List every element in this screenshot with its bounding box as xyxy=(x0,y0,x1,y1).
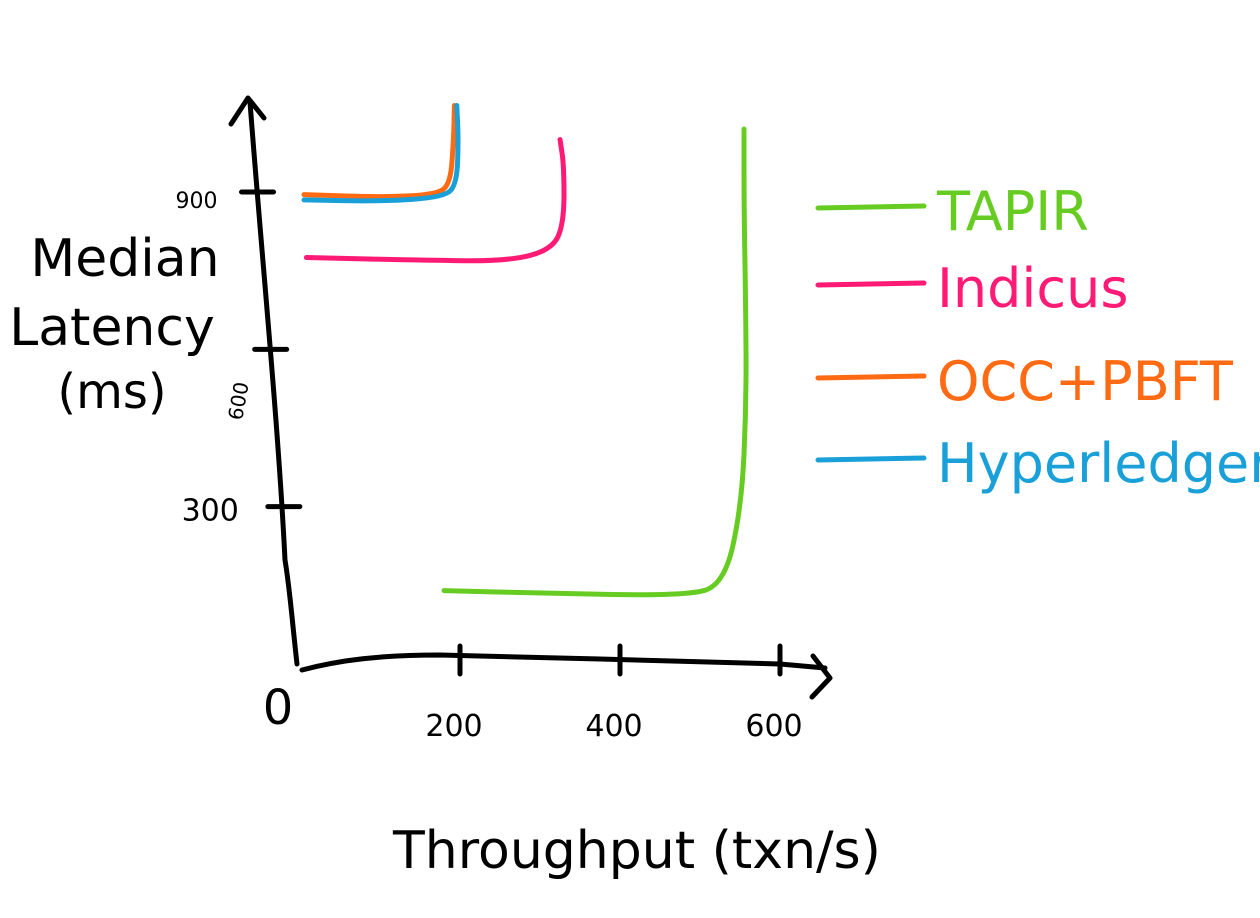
series-line-occ-pbft xyxy=(301,102,457,200)
legend-label-indicus: Indicus xyxy=(937,257,1128,320)
x-axis-arrowhead xyxy=(809,653,833,700)
x-tick-label-1: 400 xyxy=(585,709,642,744)
y-axis-title-line-3: (ms) xyxy=(57,364,166,420)
x-axis-line xyxy=(299,652,828,673)
legend-label-hyperledger: Hyperledger xyxy=(937,432,1260,495)
y-axis-title-line-1: Median xyxy=(30,229,219,289)
y-axis-line xyxy=(247,99,300,667)
y-tick-label-2: 900 xyxy=(176,189,218,214)
legend-swatch-indicus xyxy=(815,280,927,288)
legend-item-tapir: TAPIR xyxy=(815,180,1089,243)
y-ticks: 300 600 900 xyxy=(176,189,303,529)
legend-swatch-occ-pbft xyxy=(815,373,927,381)
legend: TAPIR Indicus OCC+PBFT Hyperledger xyxy=(815,180,1260,495)
legend-swatch-hyperledger xyxy=(815,455,927,463)
series-group xyxy=(301,102,749,598)
legend-label-tapir: TAPIR xyxy=(936,180,1089,243)
legend-swatch-tapir xyxy=(815,203,927,211)
legend-label-occ-pbft: OCC+PBFT xyxy=(937,350,1234,413)
legend-item-hyperledger: Hyperledger xyxy=(815,432,1260,495)
y-axis-arrowhead xyxy=(228,95,267,127)
series-line-indicus xyxy=(303,137,567,264)
legend-item-indicus: Indicus xyxy=(815,257,1128,320)
series-line-tapir xyxy=(441,126,749,598)
series-line-hyperledger xyxy=(301,102,461,204)
y-tick-label-1: 600 xyxy=(223,380,253,422)
origin-label: 0 xyxy=(263,680,294,736)
x-axis-title: Throughput (txn/s) xyxy=(392,821,881,881)
x-tick-label-0: 200 xyxy=(425,709,482,744)
axes xyxy=(228,95,833,700)
legend-item-occ-pbft: OCC+PBFT xyxy=(815,350,1234,413)
x-ticks: 200 400 600 xyxy=(425,643,803,744)
y-axis-title-line-2: Latency xyxy=(9,298,215,358)
x-tick-label-2: 600 xyxy=(745,709,802,744)
y-tick-label-0: 300 xyxy=(182,494,239,529)
